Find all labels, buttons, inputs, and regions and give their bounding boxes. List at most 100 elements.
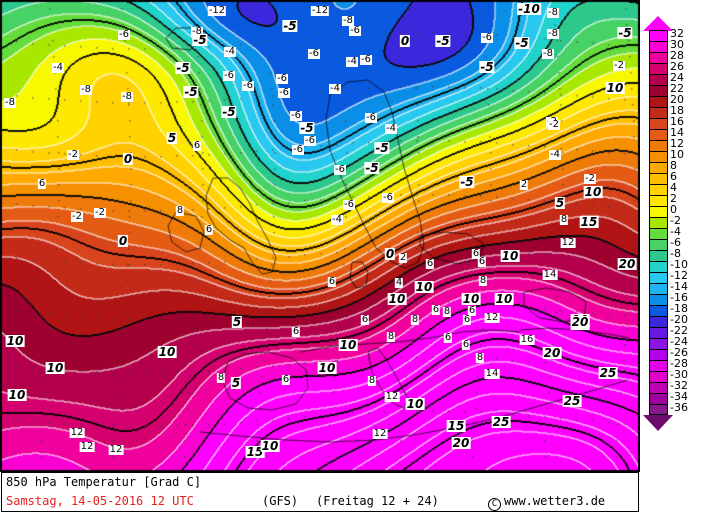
isotherm-label: 10 xyxy=(494,292,514,306)
isotherm-label: 10 xyxy=(260,439,280,453)
isotherm-label: -6 xyxy=(278,87,290,98)
colorbar-cell xyxy=(649,294,668,305)
isotherm-label: 6 xyxy=(37,178,47,189)
isotherm-label: -6 xyxy=(308,48,320,59)
colorbar-tick: -24 xyxy=(670,335,688,348)
colorbar-tick: -22 xyxy=(670,324,688,337)
colorbar-tick: -4 xyxy=(670,225,681,238)
colorbar-tick: 20 xyxy=(670,93,684,106)
isotherm-label: -5 xyxy=(282,19,298,33)
colorbar-tick: 28 xyxy=(670,49,684,62)
colorbar-cell xyxy=(649,74,668,85)
isotherm-label: 10 xyxy=(7,388,27,402)
isotherm-label: -5 xyxy=(192,33,208,47)
colorbar-tick: -28 xyxy=(670,357,688,370)
isotherm-label: 6 xyxy=(291,326,301,337)
colorbar-tick: 10 xyxy=(670,148,684,161)
isotherm-label: 15 xyxy=(579,215,599,229)
isotherm-label: 10 xyxy=(45,361,65,375)
isotherm-label: 6 xyxy=(467,305,477,316)
isotherm-label: 25 xyxy=(491,415,511,429)
isotherm-label: 5 xyxy=(231,315,243,329)
colorbar-cell xyxy=(649,173,668,184)
isotherm-label: -8 xyxy=(121,91,133,102)
isotherm-label: 8 xyxy=(175,205,185,216)
isotherm-label: 6 xyxy=(327,276,337,287)
isotherm-label: -5 xyxy=(221,105,237,119)
isotherm-label: 0 xyxy=(117,234,129,248)
colorbar-cell xyxy=(649,118,668,129)
isotherm-label: -5 xyxy=(435,34,451,48)
isotherm-label: 16 xyxy=(519,334,535,345)
isotherm-label: 10 xyxy=(414,280,434,294)
isotherm-label: -6 xyxy=(334,164,346,175)
isotherm-label: 12 xyxy=(108,444,124,455)
isotherm-label: 12 xyxy=(79,441,95,452)
isotherm-label: 12 xyxy=(384,391,400,402)
colorbar-tick: -10 xyxy=(670,258,688,271)
run-info-label: (Freitag 12 + 24) xyxy=(316,494,439,508)
isotherm-label: -5 xyxy=(183,85,199,99)
isotherm-label: -2 xyxy=(613,60,625,71)
colorbar-top-arrow-icon xyxy=(643,16,673,31)
isotherm-label: -4 xyxy=(329,83,341,94)
isotherm-label: 15 xyxy=(446,419,466,433)
temperature-map[interactable]: -12 -12 -10 -8 -8 -8 -6 -6 -6 -8 -5 -5 0 -5 -5 -5 -8 -4 -4… xyxy=(0,0,640,472)
colorbar-tick: -34 xyxy=(670,390,688,403)
colorbar-tick: 6 xyxy=(670,170,677,183)
colorbar-tick: -2 xyxy=(670,214,681,227)
isotherm-label: -6 xyxy=(360,54,372,65)
isotherm-label: 8 xyxy=(475,352,485,363)
isotherm-label: 6 xyxy=(461,339,471,350)
colorbar-tick: -12 xyxy=(670,269,688,282)
isotherm-label: -2 xyxy=(67,149,79,160)
isotherm-label: 14 xyxy=(484,368,500,379)
colorbar-cell xyxy=(649,327,668,338)
colorbar-cell xyxy=(649,129,668,140)
isotherm-label: 6 xyxy=(462,314,472,325)
colorbar-cell xyxy=(649,162,668,173)
colorbar-tick: 30 xyxy=(670,38,684,51)
colorbar-cell xyxy=(649,195,668,206)
colorbar-cell xyxy=(649,206,668,217)
copyright-icon: C xyxy=(488,498,501,511)
colorbar-cell xyxy=(649,305,668,316)
colorbar-scale xyxy=(649,30,668,415)
isotherm-label: -12 xyxy=(207,5,227,16)
isotherm-label: -5 xyxy=(617,26,633,40)
isotherm-label: -8 xyxy=(191,26,203,37)
isotherm-label: 2 xyxy=(519,179,529,190)
isotherm-label: 6 xyxy=(431,304,441,315)
colorbar-cell xyxy=(649,85,668,96)
isotherm-label: -6 xyxy=(290,110,302,121)
colorbar-cell xyxy=(649,316,668,327)
isotherm-label: -6 xyxy=(382,192,394,203)
isotherm-label: -12 xyxy=(310,5,330,16)
isotherm-label: 10 xyxy=(5,334,25,348)
colorbar-cell xyxy=(649,140,668,151)
valid-date-label: Samstag, 14-05-2016 12 UTC xyxy=(6,494,194,508)
colorbar-tick: -18 xyxy=(670,302,688,315)
isotherm-label: 12 xyxy=(560,237,576,248)
isotherm-label: -6 xyxy=(349,25,361,36)
isotherm-label: 20 xyxy=(570,315,590,329)
isotherm-label: 8 xyxy=(559,214,569,225)
isotherm-label: -8 xyxy=(547,7,559,18)
isotherm-label: -4 xyxy=(331,214,343,225)
isotherm-label: 15 xyxy=(245,445,265,459)
isotherm-label: -8 xyxy=(342,15,354,26)
isotherm-label: 10 xyxy=(461,292,481,306)
colorbar-cell xyxy=(649,217,668,228)
colorbar-cell xyxy=(649,52,668,63)
isotherm-label: -5 xyxy=(364,161,380,175)
isotherm-label: -6 xyxy=(365,112,377,123)
footer: 850 hPa Temperatur [Grad C] Samstag, 14-… xyxy=(0,472,704,513)
colorbar-cell xyxy=(649,228,668,239)
isotherm-label: 10 xyxy=(405,397,425,411)
footer-box: 850 hPa Temperatur [Grad C] Samstag, 14-… xyxy=(1,472,639,512)
isotherm-label: 6 xyxy=(281,374,291,385)
isotherm-label: 12 xyxy=(69,427,85,438)
colorbar-cell xyxy=(649,250,668,261)
colorbar-tick: -20 xyxy=(670,313,688,326)
isotherm-label: 12 xyxy=(484,312,500,323)
